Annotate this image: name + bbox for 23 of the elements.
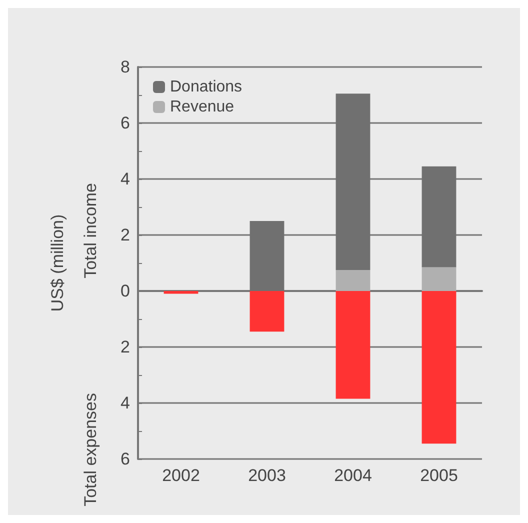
- bar: [164, 291, 198, 294]
- y-tick-label: 2: [120, 338, 130, 356]
- bar: [422, 267, 456, 291]
- x-tick-label: 2005: [420, 466, 458, 485]
- x-tick-label: 2002: [162, 466, 200, 485]
- legend-label: Revenue: [170, 98, 234, 116]
- y-tick-label: 0: [120, 282, 130, 300]
- text: Total income: [81, 182, 100, 278]
- bar: [422, 291, 456, 444]
- y-tick-label: 2: [120, 226, 130, 244]
- y-tick-label: 8: [120, 58, 130, 76]
- y-tick-label: 4: [120, 170, 130, 188]
- bar: [250, 291, 284, 332]
- bar: [336, 270, 370, 291]
- x-tick-label: 2003: [248, 466, 286, 485]
- y-axis-title: US$ (million): [48, 214, 67, 312]
- text: Total expenses: [81, 393, 100, 506]
- y-tick-label: 6: [120, 114, 130, 132]
- legend-label: Donations: [170, 78, 242, 96]
- y-tick-label: 6: [120, 450, 130, 468]
- bar: [336, 291, 370, 399]
- y-tick-label: 4: [120, 394, 130, 412]
- x-tick-label: 2004: [334, 466, 372, 485]
